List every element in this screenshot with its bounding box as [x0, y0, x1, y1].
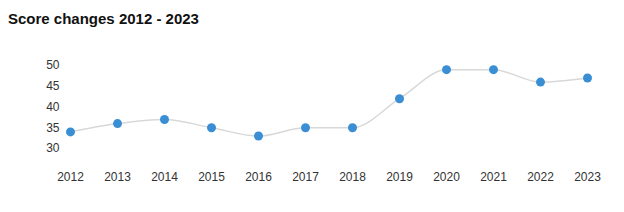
svg-text:2021: 2021	[480, 170, 507, 184]
svg-text:35: 35	[46, 121, 60, 135]
svg-text:2018: 2018	[339, 170, 366, 184]
svg-text:40: 40	[46, 100, 60, 114]
svg-text:2016: 2016	[245, 170, 272, 184]
svg-text:2013: 2013	[104, 170, 131, 184]
svg-text:2012: 2012	[57, 170, 84, 184]
svg-text:2014: 2014	[151, 170, 178, 184]
svg-text:30: 30	[46, 141, 60, 155]
svg-text:2022: 2022	[527, 170, 554, 184]
svg-text:2020: 2020	[433, 170, 460, 184]
svg-text:2017: 2017	[292, 170, 319, 184]
svg-text:2019: 2019	[386, 170, 413, 184]
svg-text:50: 50	[46, 58, 60, 72]
svg-text:45: 45	[46, 79, 60, 93]
svg-text:2015: 2015	[198, 170, 225, 184]
svg-text:2023: 2023	[574, 170, 601, 184]
html-text:Score changes 2012 - 2023: Score changes 2012 - 2023	[8, 10, 199, 27]
